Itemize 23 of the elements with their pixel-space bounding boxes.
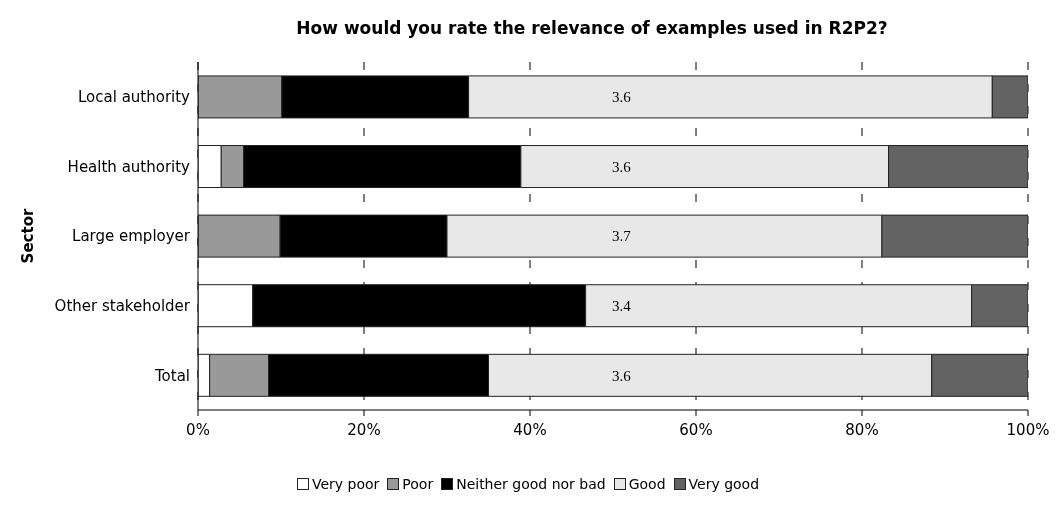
x-tick-label: 40% xyxy=(513,420,547,439)
annotation: 3.6 xyxy=(611,89,632,106)
x-tick-label: 100% xyxy=(1006,420,1050,439)
annotation: 3.4 xyxy=(611,297,632,314)
annotation: 3.6 xyxy=(611,158,632,175)
y-tick-label: Local authority xyxy=(77,88,191,107)
legend-label: Good xyxy=(628,476,666,492)
y-axis-title: Sector xyxy=(19,208,38,264)
y-tick-label: Total xyxy=(153,366,190,385)
chart-title: How would you rate the relevance of examples used in R2P2? xyxy=(295,17,889,40)
x-tick-label: 80% xyxy=(845,420,879,439)
legend-label: Very poor xyxy=(311,476,380,492)
legend-label: Very good xyxy=(688,476,760,492)
annotation: 3.6 xyxy=(611,367,632,384)
y-tick-label: Other stakeholder xyxy=(54,296,191,315)
annotation: 3.7 xyxy=(611,228,632,245)
legend-label: Poor xyxy=(402,476,434,492)
x-tick-label: 20% xyxy=(347,420,381,439)
legend-label: Neither good nor bad xyxy=(456,476,606,492)
x-tick-label: 0% xyxy=(186,420,210,439)
y-tick-label: Large employer xyxy=(72,227,191,246)
x-tick-label: 60% xyxy=(679,420,713,439)
y-tick-label: Health authority xyxy=(67,157,191,176)
